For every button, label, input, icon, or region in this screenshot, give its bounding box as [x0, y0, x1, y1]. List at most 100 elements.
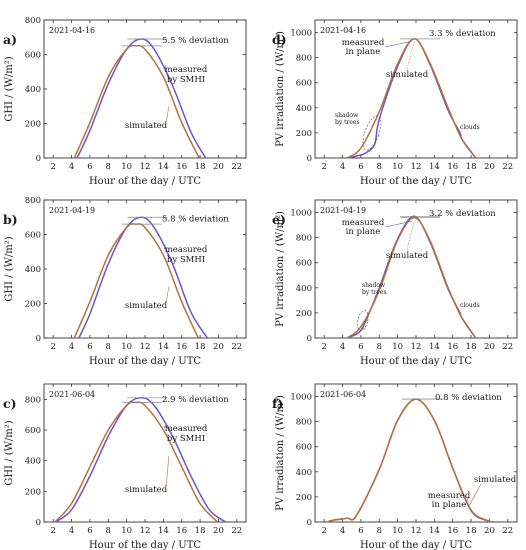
simulated-label: simulated [386, 251, 429, 261]
y-tick-label: 0 [36, 154, 41, 164]
deviation-label: 3.3 % deviation [429, 29, 496, 39]
measured-label-line: measured [165, 65, 208, 75]
measured-label-line: by SMHI [167, 75, 205, 85]
y-tick-label: 0 [307, 518, 312, 528]
x-tick-label: 12 [411, 162, 422, 172]
y-tick-label: 400 [25, 265, 41, 275]
shadow-label: shadow by trees [335, 112, 360, 126]
y-axis-label: GHI / (W/m²) [4, 236, 15, 301]
y-axis-label: GHI / (W/m²) [4, 56, 15, 121]
x-tick-label: 18 [466, 342, 477, 352]
x-tick-label: 14 [429, 526, 440, 536]
clouds-label: clouds [460, 124, 480, 131]
y-tick-label: 0 [307, 154, 312, 164]
y-axis-label: GHI / (W/m²) [4, 420, 15, 485]
measured-label: measured in plane [428, 491, 471, 510]
x-tick-label: 16 [176, 342, 187, 352]
simulated-leader [165, 106, 170, 125]
y-tick-label: 600 [25, 51, 41, 61]
measured-label: measured by SMHI [165, 245, 208, 265]
measured-leader [384, 221, 412, 228]
panel-label: f) [272, 396, 283, 411]
date-label: 2021-06-04 [320, 390, 366, 399]
x-tick-label: 12 [140, 526, 151, 536]
date-label: 2021-04-16 [49, 26, 95, 35]
clouds-label: clouds [460, 302, 480, 309]
panel-e: 2 4 6 8 10 12 14 16 18 20 22 0 200 400 600 800 1000 Hour … [272, 199, 518, 367]
x-tick-label: 4 [69, 162, 74, 172]
x-tick-label: 6 [358, 162, 363, 172]
x-tick-label: 10 [121, 162, 132, 172]
x-tick-label: 22 [502, 162, 513, 172]
shadow-label-line: shadow [335, 112, 359, 119]
x-tick-label: 18 [466, 526, 477, 536]
x-tick-label: 14 [158, 526, 169, 536]
x-tick-label: 8 [106, 526, 111, 536]
measured-label-line: measured [342, 38, 385, 48]
y-tick-label: 200 [25, 120, 41, 130]
y-tick-label: 600 [296, 259, 312, 269]
panel-d: 2 4 6 8 10 12 14 16 18 20 22 0 200 400 600 800 1000 Hour … [272, 19, 518, 187]
y-tick-label: 800 [296, 418, 312, 428]
date-label: 2021-04-19 [49, 206, 95, 215]
x-tick-label: 2 [321, 526, 326, 536]
simulated-label: simulated [125, 301, 168, 311]
x-tick-label: 18 [195, 342, 206, 352]
y-tick-label: 400 [25, 85, 41, 95]
y-tick-label: 400 [296, 104, 312, 114]
x-tick-label: 20 [484, 526, 495, 536]
x-tick-label: 10 [392, 342, 403, 352]
x-tick-label: 22 [231, 342, 242, 352]
x-tick-label: 16 [447, 342, 458, 352]
series-line-simulated [326, 398, 495, 523]
measured-label-line: measured [428, 491, 471, 501]
measured-label-line: measured [165, 424, 208, 434]
y-tick-label: 200 [25, 300, 41, 310]
x-axis-label: Hour of the day / UTC [89, 176, 201, 187]
x-tick-label: 8 [377, 342, 382, 352]
x-axis-label: Hour of the day / UTC [360, 176, 472, 187]
panel-label: b) [3, 212, 18, 227]
date-label: 2021-04-19 [320, 206, 366, 215]
x-tick-label: 10 [121, 526, 132, 536]
date-label: 2021-04-16 [320, 26, 366, 35]
x-tick-label: 14 [158, 162, 169, 172]
x-tick-label: 4 [69, 526, 74, 536]
x-tick-label: 14 [158, 342, 169, 352]
x-tick-label: 10 [392, 526, 403, 536]
x-tick-label: 10 [392, 162, 403, 172]
measured-leader [163, 64, 167, 70]
y-tick-label: 0 [307, 334, 312, 344]
x-tick-label: 16 [447, 162, 458, 172]
x-tick-label: 20 [213, 162, 224, 172]
y-tick-label: 400 [25, 457, 41, 467]
measured-leader [163, 244, 167, 250]
shadow-ellipse [356, 310, 369, 331]
simulated-leader [165, 286, 170, 305]
x-tick-label: 6 [358, 342, 363, 352]
x-tick-label: 6 [358, 526, 363, 536]
y-tick-label: 200 [296, 493, 312, 503]
x-tick-label: 12 [411, 526, 422, 536]
x-axis-label: Hour of the day / UTC [89, 540, 201, 550]
x-tick-label: 2 [50, 342, 55, 352]
x-tick-label: 2 [50, 162, 55, 172]
deviation-label: 3.2 % deviation [429, 209, 496, 219]
plot-frame [314, 19, 518, 159]
x-tick-label: 18 [195, 526, 206, 536]
x-tick-label: 2 [321, 162, 326, 172]
x-axis-label: Hour of the day / UTC [360, 356, 472, 367]
plot-frame [43, 19, 247, 159]
x-tick-label: 6 [87, 526, 92, 536]
shadow-label-line: shadow [362, 282, 386, 289]
shadow-ellipse [362, 115, 382, 151]
simulated-leader [468, 483, 482, 506]
y-tick-label: 800 [25, 196, 41, 206]
x-tick-label: 6 [87, 342, 92, 352]
panel-label: e) [272, 212, 286, 227]
y-tick-label: 600 [296, 443, 312, 453]
panel-label: c) [3, 396, 17, 411]
x-tick-label: 22 [502, 526, 513, 536]
y-tick-label: 600 [25, 231, 41, 241]
y-tick-label: 0 [36, 334, 41, 344]
